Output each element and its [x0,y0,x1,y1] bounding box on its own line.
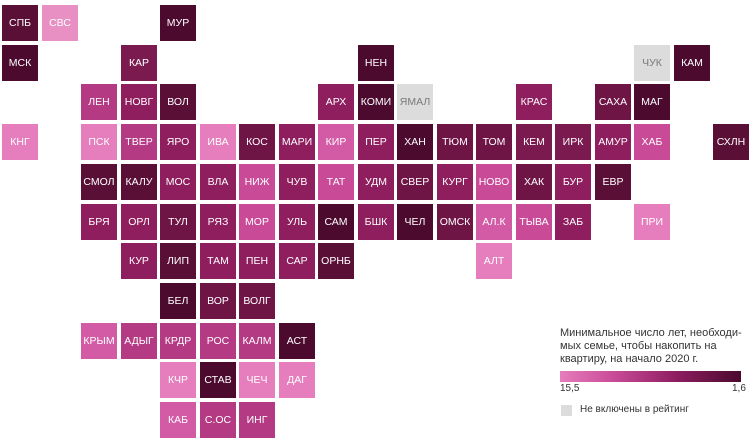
region-tile[interactable]: СПБ [2,5,38,41]
region-tile[interactable]: УДМ [358,164,394,200]
region-tile[interactable]: АСТ [279,323,315,359]
region-tile[interactable]: ЕВР [595,164,631,200]
region-tile[interactable]: ЯРО [160,124,196,160]
region-tile[interactable]: ВЛА [200,164,236,200]
legend-max-label: 1,6 [732,383,746,394]
region-tile[interactable]: БУР [555,164,591,200]
region-tile[interactable]: ТОМ [476,124,512,160]
legend-not-rated-label: Не включены в рейтинг [580,404,689,415]
region-tile[interactable]: КАЛМ [239,323,275,359]
region-tile[interactable]: ПСК [81,124,117,160]
region-tile[interactable]: ЛЕН [81,84,117,120]
region-tile[interactable]: СТАВ [200,362,236,398]
region-tile[interactable]: КАБ [160,402,196,438]
region-tile[interactable]: АДЫГ [121,323,157,359]
region-tile[interactable]: ВОЛ [160,84,196,120]
region-tile[interactable]: КУРГ [437,164,473,200]
region-tile[interactable]: КЧР [160,362,196,398]
region-tile[interactable]: КАМ [674,45,710,81]
region-tile[interactable]: КРАС [516,84,552,120]
region-tile[interactable]: АРХ [318,84,354,120]
region-tile[interactable]: РЯЗ [200,204,236,240]
region-tile[interactable]: ТЫВА [516,204,552,240]
region-tile[interactable]: СМОЛ [81,164,117,200]
region-tile[interactable]: АЛТ [476,243,512,279]
region-tile[interactable]: НИЖ [239,164,275,200]
region-tile[interactable]: КОМИ [358,84,394,120]
region-tile[interactable]: ЗАБ [555,204,591,240]
region-tile[interactable]: ПРИ [634,204,670,240]
region-tile[interactable]: МОС [160,164,196,200]
region-tile[interactable]: ТАМ [200,243,236,279]
region-tile[interactable]: БЕЛ [160,283,196,319]
region-tile[interactable]: ОРНБ [318,243,354,279]
region-tile[interactable]: КУР [121,243,157,279]
region-tile[interactable]: ЧУК [634,45,670,81]
region-tile[interactable]: ИНГ [239,402,275,438]
region-tile[interactable]: СХЛН [713,124,749,160]
region-tile[interactable]: МОР [239,204,275,240]
region-tile[interactable]: НОВО [476,164,512,200]
region-tile[interactable]: ВОЛГ [239,283,275,319]
region-tile[interactable]: ХАБ [634,124,670,160]
region-tile[interactable]: КИР [318,124,354,160]
region-tile[interactable]: БШК [358,204,394,240]
region-tile[interactable]: САР [279,243,315,279]
legend-min-label: 15,5 [560,383,580,394]
region-tile[interactable]: ИРК [555,124,591,160]
region-tile[interactable]: ВОР [200,283,236,319]
region-tile[interactable]: ИВА [200,124,236,160]
region-tile[interactable]: РОС [200,323,236,359]
region-tile[interactable]: НОВГ [121,84,157,120]
region-tile[interactable]: АМУР [595,124,631,160]
region-tile[interactable]: ТУЛ [160,204,196,240]
region-tile[interactable]: НЕН [358,45,394,81]
region-tile[interactable]: ХАК [516,164,552,200]
region-tile[interactable]: ПЕР [358,124,394,160]
region-tile[interactable]: КРЫМ [81,323,117,359]
region-tile[interactable]: МСК [2,45,38,81]
region-tile[interactable]: КНГ [2,124,38,160]
region-tile[interactable]: ОРЛ [121,204,157,240]
region-tile[interactable]: ДАГ [279,362,315,398]
region-tile[interactable]: САХА [595,84,631,120]
region-tile[interactable]: ЧЕЧ [239,362,275,398]
region-tile[interactable]: УЛЬ [279,204,315,240]
region-tile[interactable]: АЛ.К [476,204,512,240]
region-tile[interactable]: ОМСК [437,204,473,240]
region-tile[interactable]: САМ [318,204,354,240]
region-tile[interactable]: КОС [239,124,275,160]
region-tile[interactable]: ПЕН [239,243,275,279]
region-tile[interactable]: МАРИ [279,124,315,160]
legend: Минимальное число лет, необходи-мых семь… [560,327,750,416]
legend-color-scale [560,371,741,382]
region-tile[interactable]: ТАТ [318,164,354,200]
region-tile[interactable]: С.ОС [200,402,236,438]
region-tile[interactable]: КЕМ [516,124,552,160]
region-tile[interactable]: БРЯ [81,204,117,240]
region-tile[interactable]: ЛИП [160,243,196,279]
region-tile[interactable]: КРДР [160,323,196,359]
region-tile[interactable]: ТЮМ [437,124,473,160]
region-tile[interactable]: МУР [160,5,196,41]
region-tile[interactable]: СВС [42,5,78,41]
legend-title: Минимальное число лет, необходи-мых семь… [560,327,742,365]
region-tile[interactable]: ХАН [397,124,433,160]
region-tile[interactable]: ЯМАЛ [397,84,433,120]
region-tile[interactable]: ЧУВ [279,164,315,200]
region-tile[interactable]: ТВЕР [121,124,157,160]
region-tile[interactable]: КАЛУ [121,164,157,200]
region-tile[interactable]: КАР [121,45,157,81]
region-tile[interactable]: ЧЕЛ [397,204,433,240]
region-tile[interactable]: МАГ [634,84,670,120]
legend-not-rated-swatch [561,405,572,416]
region-tile[interactable]: СВЕР [397,164,433,200]
